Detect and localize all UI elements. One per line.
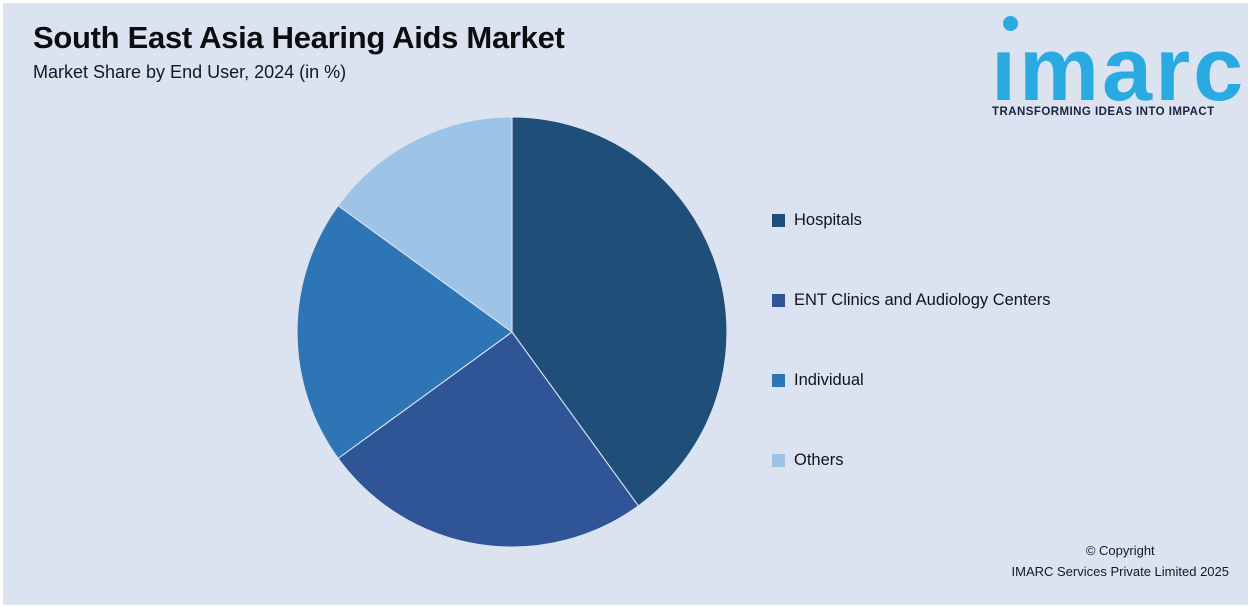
pie-slices: [296, 116, 728, 548]
legend-label: Others: [794, 451, 844, 469]
legend-item-others: Others: [772, 451, 844, 470]
logo-tagline: TRANSFORMING IDEAS INTO IMPACT: [992, 106, 1215, 118]
pie-svg: [296, 116, 728, 548]
legend-swatch-icon: [772, 454, 785, 467]
pie-slice-individual: [296, 205, 513, 459]
legend-item-hospitals: Hospitals: [772, 211, 862, 230]
legend-label: ENT Clinics and Audiology Centers: [794, 291, 1051, 309]
copyright-notice: © Copyright IMARC Services Private Limit…: [1012, 541, 1229, 583]
legend-swatch-icon: [772, 294, 785, 307]
pie-slice-hospitals: [511, 116, 728, 507]
header: South East Asia Hearing Aids Market Mark…: [33, 20, 565, 83]
legend-item-ent-clinics: ENT Clinics and Audiology Centers: [772, 291, 1051, 310]
copyright-line2: IMARC Services Private Limited 2025: [1011, 564, 1229, 580]
pie-slice-ent-clinics-and-audiology-centers: [337, 331, 639, 548]
legend-item-individual: Individual: [772, 371, 864, 390]
chart-canvas: South East Asia Hearing Aids Market Mark…: [3, 3, 1248, 605]
chart-subtitle: Market Share by End User, 2024 (in %): [33, 62, 347, 83]
logo-i-dot-icon: [1003, 16, 1018, 31]
legend: Hospitals ENT Clinics and Audiology Cent…: [772, 3, 1102, 605]
pie-chart: [296, 116, 728, 548]
legend-label: Hospitals: [794, 211, 862, 229]
imarc-logo: ımarc TRANSFORMING IDEAS INTO IMPACT: [991, 15, 1243, 120]
legend-swatch-icon: [772, 374, 785, 387]
copyright-line1: © Copyright: [1085, 543, 1155, 559]
legend-label: Individual: [794, 371, 864, 389]
pie-slice-others: [337, 116, 513, 333]
logo-wordmark: ımarc: [991, 20, 1247, 120]
chart-title: South East Asia Hearing Aids Market: [33, 20, 565, 55]
legend-swatch-icon: [772, 214, 785, 227]
